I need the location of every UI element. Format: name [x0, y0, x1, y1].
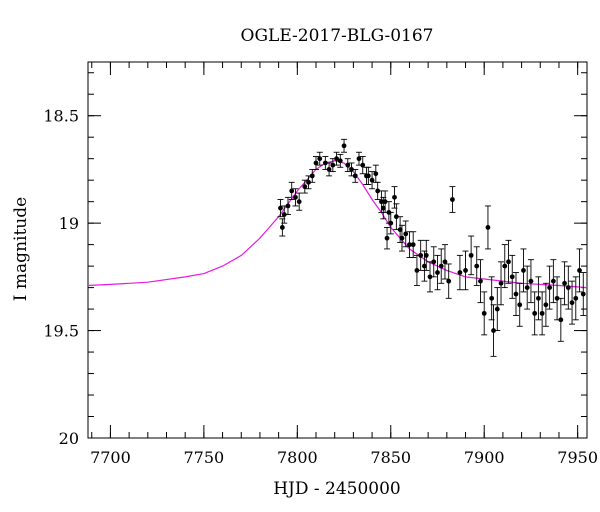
data-point [369, 177, 375, 183]
data-point [322, 160, 328, 166]
data-point [302, 184, 308, 190]
data-point [379, 199, 384, 205]
data-point [450, 197, 455, 202]
y-tick-label: 20 [59, 429, 79, 448]
data-point [279, 225, 285, 230]
data-point [474, 263, 480, 269]
data-point [407, 242, 412, 248]
data-point [296, 199, 302, 205]
data-point [334, 156, 339, 162]
data-point [569, 300, 575, 306]
data-point [423, 252, 429, 258]
data-point [392, 194, 397, 200]
data-point [435, 270, 440, 275]
chart-title: OGLE-2017-BLG-0167 [241, 26, 434, 46]
data-point [388, 220, 394, 226]
data-point [317, 156, 323, 162]
data-point [352, 173, 358, 179]
data-point [442, 259, 448, 265]
data-point [399, 235, 405, 241]
data-point [365, 173, 371, 179]
data-point [285, 203, 291, 209]
x-tick-label: 7800 [277, 448, 318, 467]
data-point [547, 285, 553, 290]
data-point [577, 268, 582, 273]
x-tick-label: 7900 [464, 448, 505, 467]
data-point [532, 310, 538, 316]
data-point [281, 212, 287, 217]
data-point [349, 167, 354, 172]
plot-frame [87, 61, 588, 439]
data-point [513, 291, 519, 297]
data-point [384, 235, 390, 241]
plot-area: 7700 7750 7800 7850 7900 7950 18.5 19 19.5 20 [43, 61, 598, 467]
data-point [491, 328, 496, 333]
x-tick-label: 7950 [557, 448, 598, 467]
data-point [536, 295, 541, 301]
y-tick-label: 18.5 [43, 107, 79, 126]
data-point [289, 188, 295, 194]
data-point [558, 317, 564, 323]
data-point [521, 268, 526, 273]
data-point [554, 295, 560, 301]
data-point [375, 188, 381, 194]
data-point [478, 278, 483, 284]
x-axis-label: HJD - 2450000 [273, 479, 401, 499]
data-point [360, 162, 366, 168]
data-point [356, 156, 362, 162]
data-point [509, 274, 515, 280]
data-point [489, 295, 495, 301]
data-point [380, 205, 386, 211]
data-point [393, 214, 399, 220]
data-point [427, 274, 433, 280]
data-point [580, 291, 586, 297]
data-point [463, 268, 468, 273]
data-point [431, 259, 437, 265]
data-point [562, 280, 567, 286]
data-point [528, 278, 534, 284]
data-point [341, 143, 347, 149]
data-point [573, 295, 579, 301]
data-point [373, 171, 379, 177]
data-point [293, 194, 298, 200]
data-point [446, 278, 452, 284]
data-point [330, 162, 336, 168]
data-point [485, 225, 491, 230]
data-point [550, 278, 556, 284]
x-tick-label: 7700 [90, 448, 131, 467]
data-point [506, 259, 511, 265]
data-point [382, 199, 388, 205]
data-point [418, 252, 424, 258]
y-axis-label: I magnitude [11, 197, 31, 301]
x-tick-label: 7850 [370, 448, 411, 467]
data-point [410, 242, 416, 248]
data-point [403, 231, 409, 237]
data-point [457, 270, 463, 275]
data-point [345, 162, 351, 168]
data-point [498, 280, 504, 286]
data-point [309, 173, 315, 179]
y-tick-label: 19.5 [43, 322, 79, 341]
data-point [565, 285, 571, 290]
data-point [422, 263, 427, 269]
data-point [539, 310, 545, 316]
data-point [524, 285, 530, 290]
data-point [481, 310, 487, 316]
data-point [313, 160, 319, 166]
y-tick-label: 19 [59, 214, 79, 233]
data-point [414, 268, 420, 273]
data-point [502, 263, 508, 269]
data-point [543, 302, 549, 308]
data-point [468, 252, 474, 258]
data-point [517, 302, 523, 308]
data-point [278, 205, 283, 211]
data-point [306, 179, 311, 185]
data-point [326, 167, 332, 172]
data-point [494, 306, 500, 312]
data-point [397, 227, 403, 232]
data-point [438, 263, 444, 269]
data-point [337, 158, 343, 164]
x-tick-label: 7750 [184, 448, 225, 467]
